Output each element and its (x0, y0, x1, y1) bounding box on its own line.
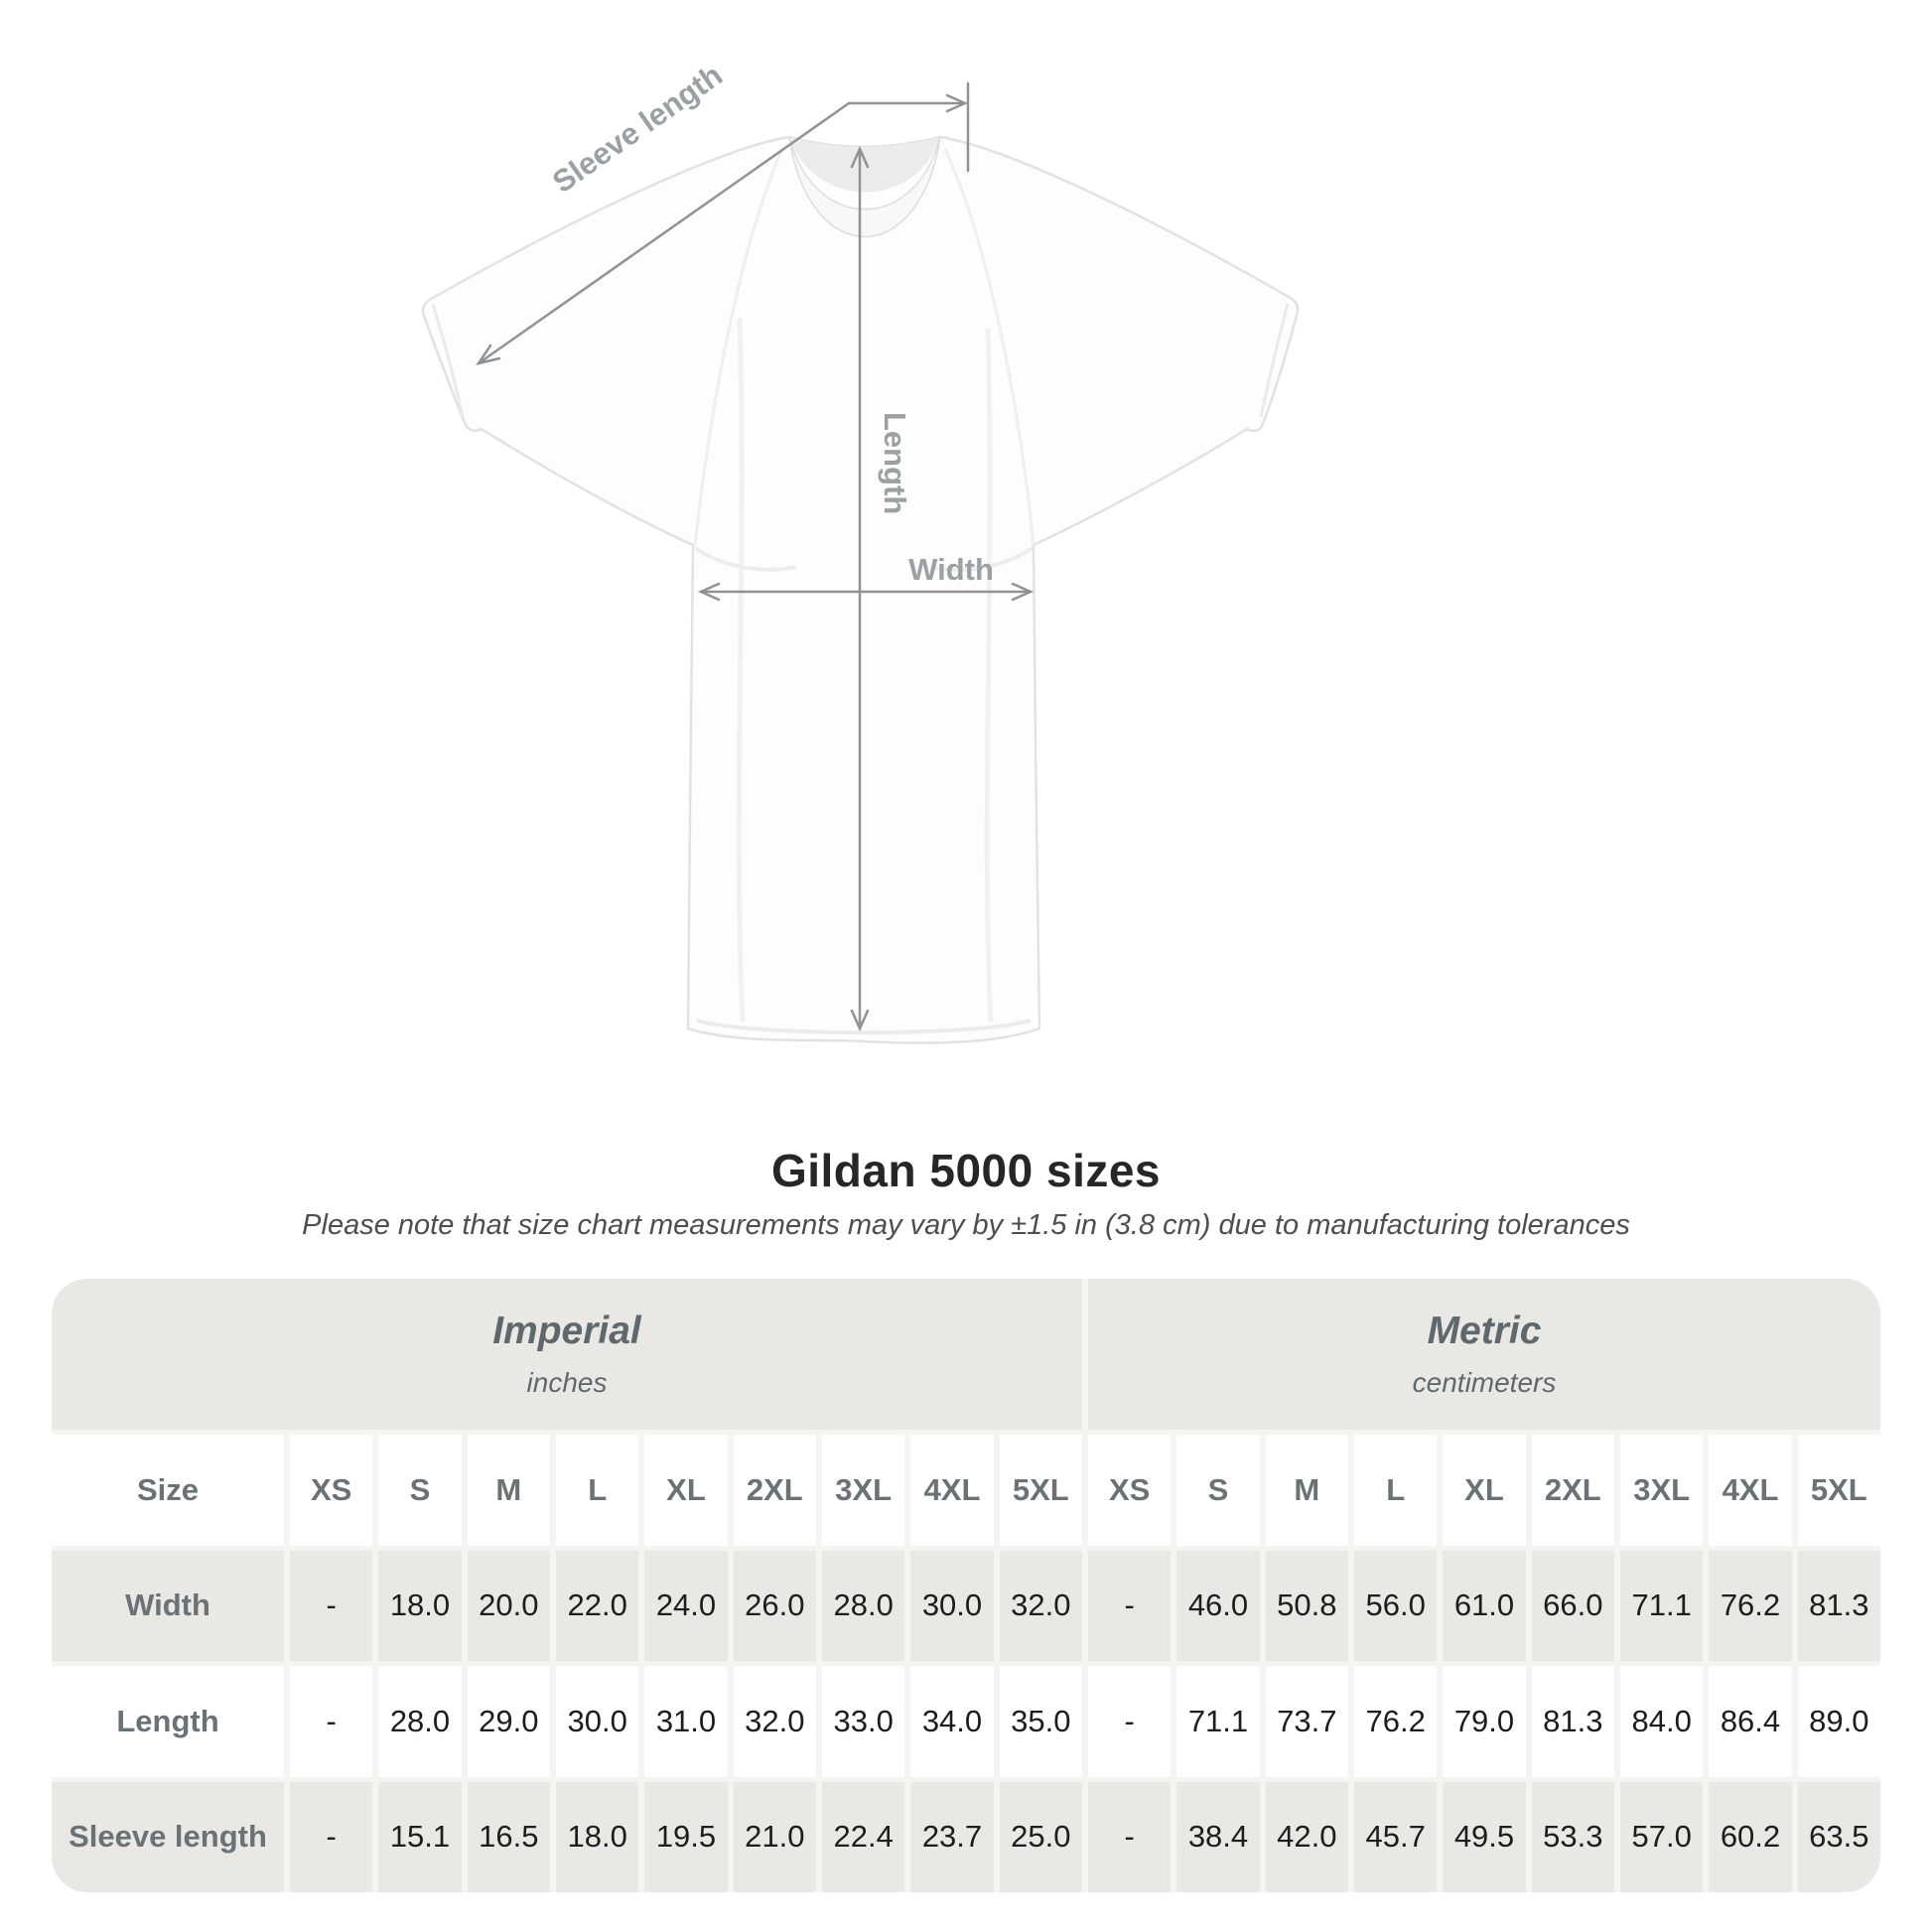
table-cell: 50.8 (1265, 1550, 1348, 1661)
table-cell: 20.0 (467, 1550, 550, 1661)
row-label: Width (52, 1550, 284, 1661)
table-cell: 73.7 (1265, 1666, 1348, 1777)
table-cell: 60.2 (1709, 1781, 1792, 1892)
size-column-header-metric: 5XL (1797, 1435, 1880, 1546)
table-cell: 32.0 (999, 1550, 1082, 1661)
size-column-header-imperial: L (556, 1435, 639, 1546)
size-column-header-metric: XS (1088, 1435, 1172, 1546)
table-cell: 76.2 (1709, 1550, 1792, 1661)
row-label: Sleeve length (52, 1781, 284, 1892)
length-arrow (850, 145, 870, 1033)
size-column-header-metric: S (1176, 1435, 1260, 1546)
table-cell: 28.0 (822, 1550, 905, 1661)
table-cell: 28.0 (378, 1666, 462, 1777)
table-cell: 22.0 (556, 1550, 639, 1661)
table-cell: 71.1 (1620, 1550, 1704, 1661)
table-cell: 26.0 (733, 1550, 816, 1661)
metric-section-header: Metric centimeters (1088, 1279, 1880, 1430)
length-label: Length (878, 412, 912, 514)
table-cell: 61.0 (1443, 1550, 1526, 1661)
table-cell: 31.0 (644, 1666, 728, 1777)
metric-section-title: Metric (1427, 1310, 1542, 1352)
table-cell: 81.3 (1531, 1666, 1614, 1777)
tshirt-measurement-diagram: Sleeve length Length Width (421, 58, 1300, 1044)
table-cell: 71.1 (1176, 1666, 1260, 1777)
table-cell: 89.0 (1797, 1666, 1880, 1777)
width-label: Width (908, 552, 994, 587)
table-cell: 56.0 (1354, 1550, 1438, 1661)
table-cell: 18.0 (556, 1781, 639, 1892)
table-cell: 53.3 (1531, 1781, 1614, 1892)
table-cell: 66.0 (1531, 1550, 1614, 1661)
table-cell: 15.1 (378, 1781, 462, 1892)
table-cell: 38.4 (1176, 1781, 1260, 1892)
table-cell: - (290, 1666, 373, 1777)
size-column-header-metric: 4XL (1709, 1435, 1792, 1546)
row-label: Length (52, 1666, 284, 1777)
size-column-header-metric: XL (1443, 1435, 1526, 1546)
table-cell: 57.0 (1620, 1781, 1704, 1892)
table-cell: 24.0 (644, 1550, 728, 1661)
size-column-header-imperial: 5XL (999, 1435, 1082, 1546)
metric-section-unit: centimeters (1412, 1367, 1557, 1398)
table-cell: 33.0 (822, 1666, 905, 1777)
table-cell: 22.4 (822, 1781, 905, 1892)
size-table: Imperial inches Metric centimeters Size X… (52, 1279, 1880, 1892)
size-row-label: Size (52, 1435, 284, 1546)
size-column-header-imperial: 2XL (733, 1435, 816, 1546)
table-cell: 21.0 (733, 1781, 816, 1892)
table-cell: 76.2 (1354, 1666, 1438, 1777)
table-cell: 35.0 (999, 1666, 1082, 1777)
table-cell: - (1088, 1550, 1172, 1661)
width-arrow (697, 582, 1035, 602)
size-column-header-metric: M (1265, 1435, 1348, 1546)
size-column-header-imperial: M (467, 1435, 550, 1546)
imperial-section-title: Imperial (492, 1310, 641, 1352)
table-cell: - (290, 1550, 373, 1661)
table-cell: - (1088, 1666, 1172, 1777)
size-column-header-imperial: XL (644, 1435, 728, 1546)
table-cell: 16.5 (467, 1781, 550, 1892)
table-cell: - (290, 1781, 373, 1892)
table-cell: 30.0 (556, 1666, 639, 1777)
table-cell: 42.0 (1265, 1781, 1348, 1892)
size-column-header-metric: 2XL (1531, 1435, 1614, 1546)
table-cell: 29.0 (467, 1666, 550, 1777)
table-cell: 63.5 (1797, 1781, 1880, 1892)
table-cell: 79.0 (1443, 1666, 1526, 1777)
table-cell: 18.0 (378, 1550, 462, 1661)
table-cell: 19.5 (644, 1781, 728, 1892)
table-cell: 32.0 (733, 1666, 816, 1777)
size-column-header-imperial: 4XL (910, 1435, 994, 1546)
table-cell: - (1088, 1781, 1172, 1892)
table-cell: 25.0 (999, 1781, 1082, 1892)
table-cell: 30.0 (910, 1550, 994, 1661)
size-column-header-imperial: 3XL (822, 1435, 905, 1546)
table-cell: 81.3 (1797, 1550, 1880, 1661)
table-cell: 45.7 (1354, 1781, 1438, 1892)
size-column-header-metric: 3XL (1620, 1435, 1704, 1546)
table-cell: 49.5 (1443, 1781, 1526, 1892)
sleeve-length-arrow (476, 81, 970, 365)
table-cell: 46.0 (1176, 1550, 1260, 1661)
page-title: Gildan 5000 sizes (770, 1145, 1162, 1196)
size-column-header-imperial: XS (290, 1435, 373, 1546)
size-column-header-imperial: S (378, 1435, 462, 1546)
size-column-header-metric: L (1354, 1435, 1438, 1546)
imperial-section-header: Imperial inches (52, 1279, 1082, 1430)
table-cell: 84.0 (1620, 1666, 1704, 1777)
table-cell: 86.4 (1709, 1666, 1792, 1777)
imperial-section-unit: inches (526, 1367, 608, 1398)
table-cell: 23.7 (910, 1781, 994, 1892)
tolerance-note: Please note that size chart measurements… (302, 1209, 1630, 1241)
table-cell: 34.0 (910, 1666, 994, 1777)
